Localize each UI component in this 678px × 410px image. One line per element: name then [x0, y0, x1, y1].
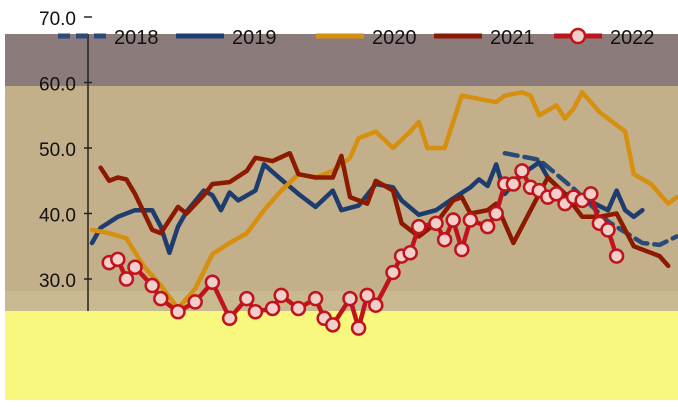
point-2022 [454, 241, 470, 258]
series-layer [89, 90, 678, 336]
point-2022 [127, 259, 143, 275]
point-2022 [402, 245, 418, 261]
legend-label: 2019 [232, 27, 277, 49]
legend-label: 2021 [490, 27, 535, 49]
point-2022 [514, 163, 530, 179]
point-2022 [290, 300, 307, 317]
point-2022 [144, 277, 160, 294]
point-2022 [342, 290, 358, 307]
legend-label: 2018 [114, 27, 159, 49]
point-2022 [359, 287, 375, 304]
point-2022 [307, 290, 324, 307]
series-2021 [98, 150, 671, 269]
series-2022 [101, 163, 625, 336]
legend-item-2020: 2020 [316, 27, 417, 49]
point-2022 [247, 304, 264, 320]
point-2022 [118, 271, 135, 287]
background-bands [5, 34, 678, 400]
point-2022 [221, 310, 238, 327]
point-2022 [368, 297, 384, 313]
point-2022 [479, 218, 496, 235]
point-2022 [411, 218, 427, 235]
y-tick-label: 70.0 [39, 9, 76, 30]
point-2022 [170, 304, 186, 320]
point-2022 [600, 222, 616, 238]
y-tick-label: 30.0 [39, 271, 76, 292]
point-2022 [505, 176, 522, 192]
point-2022 [239, 290, 255, 307]
y-tick-label: 40.0 [39, 206, 76, 227]
legend-item-2019: 2019 [176, 27, 277, 49]
point-2022 [462, 212, 479, 228]
legend-item-2021: 2021 [434, 27, 535, 49]
y-tick-label: 50.0 [39, 140, 76, 161]
point-2022 [608, 248, 625, 264]
point-2022 [325, 317, 341, 333]
point-2022 [428, 215, 444, 232]
point-2022 [488, 205, 504, 222]
legend: 2018 2019 2020 2021 2022 [58, 27, 655, 49]
point-2022 [445, 212, 461, 228]
point-2022 [350, 320, 367, 336]
point-2022 [204, 274, 221, 291]
point-2022 [187, 294, 203, 310]
point-2022 [153, 290, 169, 307]
series-line-2018 [502, 150, 678, 248]
band-top [5, 34, 678, 96]
y-axis-ticks: 30.0 40.0 50.0 60.0 70.0 [39, 9, 92, 292]
legend-item-2022: 2022 [554, 27, 655, 49]
point-2022 [264, 300, 281, 317]
legend-item-2018: 2018 [58, 27, 159, 49]
legend-marker [569, 27, 587, 45]
point-2022 [110, 251, 126, 268]
series-2018 [502, 150, 678, 248]
legend-label: 2020 [372, 27, 417, 49]
point-2022 [436, 231, 453, 248]
series-line-2020 [89, 90, 678, 311]
y-tick-label: 60.0 [39, 75, 76, 96]
series-2020 [89, 90, 678, 311]
point-2022 [385, 264, 401, 281]
point-2022 [273, 287, 289, 304]
series-line-2021 [98, 150, 671, 269]
legend-label: 2022 [610, 27, 655, 49]
band-bottom [5, 311, 678, 400]
point-2022 [583, 186, 599, 202]
point-2022 [548, 186, 565, 202]
